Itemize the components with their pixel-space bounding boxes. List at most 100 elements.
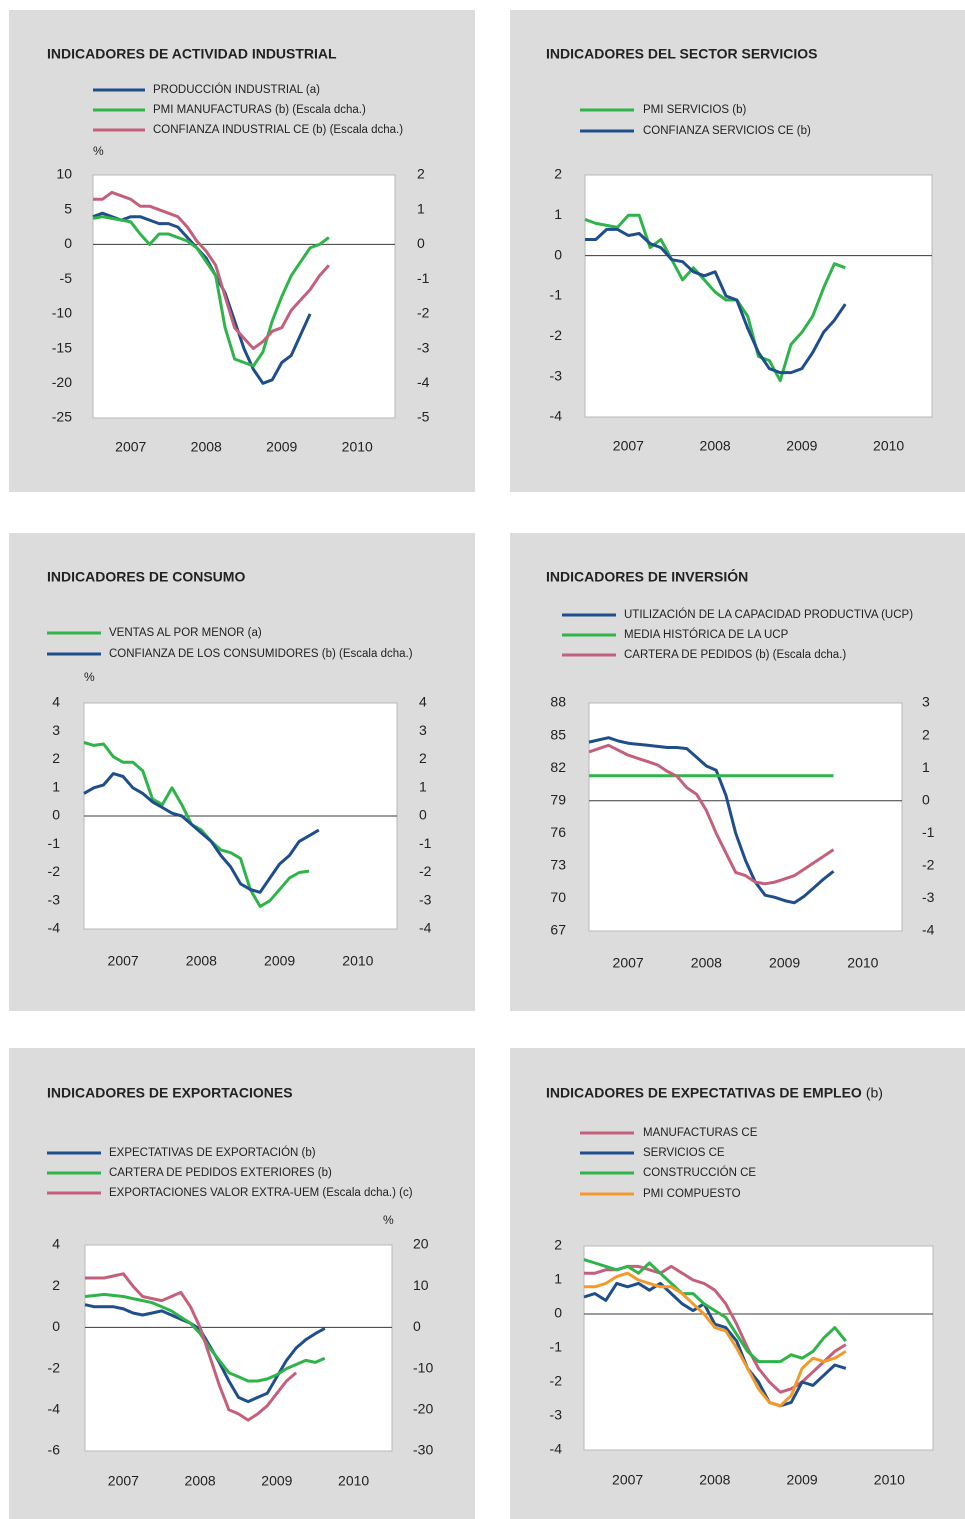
y-tick-label: -4 <box>550 408 563 424</box>
y2-tick-label: 20 <box>413 1236 429 1252</box>
y2-tick-label: 2 <box>922 726 930 742</box>
y-tick-label: -4 <box>48 1401 61 1417</box>
y2-tick-label: -2 <box>922 857 935 873</box>
legend-label: MANUFACTURAS CE <box>643 1127 758 1139</box>
y-tick-label: -3 <box>550 367 563 383</box>
legend-label: EXPORTACIONES VALOR EXTRA-UEM (Escala dc… <box>109 1187 413 1199</box>
series-line <box>585 227 847 375</box>
legend-label: CONFIANZA INDUSTRIAL CE (b) (Escala dcha… <box>153 124 403 136</box>
y-tick-label: -1 <box>550 287 563 303</box>
y2-tick-label: -5 <box>417 409 430 425</box>
x-tick-label: 2009 <box>264 953 295 969</box>
y-tick-label: -4 <box>550 1441 563 1457</box>
y2-tick-label: -1 <box>922 824 935 840</box>
x-tick-label: 2008 <box>691 955 722 971</box>
y-tick-label: 10 <box>56 166 72 182</box>
y-tick-label: 73 <box>550 857 566 873</box>
x-tick-label: 2007 <box>613 438 644 454</box>
plot-area <box>588 702 903 932</box>
y-tick-label: 1 <box>554 1271 562 1287</box>
legend-label: PRODUCCIÓN INDUSTRIAL (a) <box>153 83 320 96</box>
x-tick-label: 2008 <box>191 439 222 455</box>
legend-label: PMI COMPUESTO <box>643 1188 741 1200</box>
y-tick-label: -2 <box>48 1359 61 1375</box>
chart-panel: INDICADORES DE ACTIVIDAD INDUSTRIAL PRODU… <box>9 10 475 492</box>
legend-label: MEDIA HISTÓRICA DE LA UCP <box>624 628 789 641</box>
y2-tick-label: -3 <box>922 889 935 905</box>
y2-tick-label: 3 <box>419 722 427 738</box>
legend-label: CONFIANZA DE LOS CONSUMIDORES (b) (Escal… <box>109 648 413 660</box>
x-tick-label: 2010 <box>847 955 878 971</box>
y-tick-label: 82 <box>550 759 566 775</box>
x-tick-label: 2010 <box>342 439 373 455</box>
y-tick-label: -6 <box>48 1442 61 1458</box>
title-note: (b) <box>866 1085 883 1101</box>
x-tick-label: 2009 <box>787 1472 818 1488</box>
y2-tick-label: 1 <box>922 759 930 775</box>
axis-unit: % <box>93 144 104 158</box>
y-tick-label: -2 <box>550 327 563 343</box>
series-line <box>584 1271 847 1408</box>
y-tick-label: 0 <box>554 246 562 262</box>
y-tick-label: -5 <box>60 270 73 286</box>
y2-tick-label: -1 <box>417 270 430 286</box>
x-tick-label: 2010 <box>873 438 904 454</box>
y-tick-label: 2 <box>554 166 562 182</box>
x-tick-label: 2010 <box>338 1473 369 1489</box>
x-tick-label: 2008 <box>699 1472 730 1488</box>
y2-tick-label: 2 <box>417 166 425 182</box>
legend-label: CONSTRUCCIÓN CE <box>643 1166 756 1179</box>
y-tick-label: 76 <box>550 824 566 840</box>
x-tick-label: 2009 <box>769 955 800 971</box>
chart-title: INDICADORES DE CONSUMO <box>47 569 245 585</box>
series-line <box>588 743 835 886</box>
axis-unit: % <box>84 670 95 684</box>
y2-tick-label: -2 <box>417 305 430 321</box>
legend-label: VENTAS AL POR MENOR (a) <box>109 627 262 639</box>
x-tick-label: 2007 <box>612 1472 643 1488</box>
y-tick-label: 4 <box>52 1236 60 1252</box>
y-tick-label: -2 <box>48 863 61 879</box>
legend-label: CARTERA DE PEDIDOS (b) (Escala dcha.) <box>624 649 846 661</box>
y-tick-label: 0 <box>64 235 72 251</box>
y2-tick-label: 0 <box>417 235 425 251</box>
y-tick-label: -3 <box>550 1407 563 1423</box>
series-line <box>83 772 320 894</box>
series-line <box>583 1258 847 1364</box>
chart-panel: INDICADORES DE INVERSIÓN UTILIZACIÓN DE L… <box>510 533 965 1011</box>
y2-tick-label: -20 <box>413 1401 433 1417</box>
x-tick-label: 2008 <box>700 438 731 454</box>
x-tick-label: 2009 <box>786 438 817 454</box>
x-tick-label: 2009 <box>261 1473 292 1489</box>
y-tick-label: 3 <box>52 722 60 738</box>
y2-tick-label: -4 <box>922 922 935 938</box>
y-tick-label: -10 <box>52 305 72 321</box>
y2-tick-label: -1 <box>419 835 432 851</box>
y2-tick-label: -3 <box>419 891 432 907</box>
chart-panel: INDICADORES DE EXPECTATIVAS DE EMPLEO (b)… <box>510 1048 965 1519</box>
axis-unit: % <box>383 1213 394 1227</box>
y2-tick-label: 2 <box>419 750 427 766</box>
x-tick-label: 2007 <box>613 955 644 971</box>
legend-label: CARTERA DE PEDIDOS EXTERIORES (b) <box>109 1167 332 1179</box>
series-line <box>584 213 846 383</box>
y-tick-label: 4 <box>52 694 60 710</box>
chart-title: INDICADORES DE EXPORTACIONES <box>47 1085 293 1101</box>
y-tick-label: -1 <box>550 1339 563 1355</box>
y2-tick-label: 10 <box>413 1277 429 1293</box>
x-tick-label: 2010 <box>874 1472 905 1488</box>
legend-label: UTILIZACIÓN DE LA CAPACIDAD PRODUCTIVA (… <box>624 608 913 621</box>
y-tick-label: 85 <box>550 726 566 742</box>
y-tick-label: -15 <box>52 339 72 355</box>
y-tick-label: 0 <box>52 1318 60 1334</box>
y2-tick-label: 4 <box>419 694 427 710</box>
y2-tick-label: -4 <box>419 920 432 936</box>
legend-label: CONFIANZA SERVICIOS CE (b) <box>643 125 811 137</box>
y2-tick-label: -4 <box>417 374 430 390</box>
y2-tick-label: 0 <box>922 791 930 807</box>
series-line <box>92 215 330 368</box>
y2-tick-label: -3 <box>417 339 430 355</box>
y-tick-label: 1 <box>52 778 60 794</box>
plot-area <box>584 174 933 418</box>
